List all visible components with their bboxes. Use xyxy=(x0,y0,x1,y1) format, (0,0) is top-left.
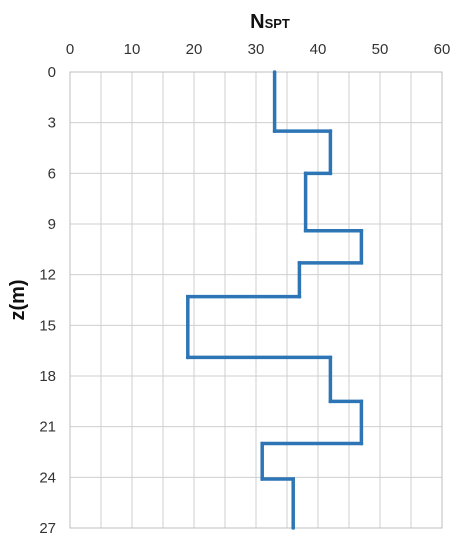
y-tick-label: 24 xyxy=(39,469,56,486)
y-tick-label: 6 xyxy=(48,165,56,182)
series-line xyxy=(186,72,364,528)
data-point xyxy=(291,526,296,530)
x-tick-label: 0 xyxy=(66,41,74,58)
x-tick-labels: 0 10 20 30 40 50 60 xyxy=(66,41,451,58)
data-point xyxy=(303,171,308,176)
x-tick-label: 50 xyxy=(372,41,389,58)
y-tick-label: 9 xyxy=(48,216,56,233)
data-point xyxy=(272,129,277,133)
y-tick-label: 18 xyxy=(39,368,56,385)
x-axis-title-subscript: SPT xyxy=(265,16,290,31)
data-point xyxy=(359,399,364,404)
data-point xyxy=(359,441,364,446)
data-point xyxy=(303,228,308,233)
y-tick-labels: 0 3 6 9 12 15 18 21 24 27 xyxy=(39,64,56,537)
data-point xyxy=(260,477,265,481)
data-point xyxy=(272,70,277,74)
data-point xyxy=(328,399,333,404)
y-tick-label: 12 xyxy=(39,267,56,284)
data-point xyxy=(328,129,333,133)
x-axis-title-main: N xyxy=(250,11,264,33)
data-point xyxy=(186,294,190,299)
y-tick-label: 0 xyxy=(48,64,56,81)
data-point xyxy=(260,441,265,446)
y-axis-title: z(m) xyxy=(7,279,29,320)
x-tick-label: 40 xyxy=(310,41,327,58)
data-point xyxy=(297,294,302,299)
x-tick-label: 10 xyxy=(124,41,141,58)
y-tick-label: 21 xyxy=(39,419,56,436)
y-tick-label: 27 xyxy=(39,520,56,537)
series xyxy=(186,70,364,530)
data-point xyxy=(328,355,333,360)
x-tick-label: 60 xyxy=(434,41,451,58)
data-point xyxy=(359,228,364,233)
y-tick-label: 3 xyxy=(48,115,56,132)
data-point xyxy=(328,171,333,176)
x-axis-title: NSPT xyxy=(250,11,290,33)
data-point xyxy=(291,477,296,481)
plot-frame xyxy=(69,71,443,529)
data-point xyxy=(297,261,302,265)
x-tick-label: 20 xyxy=(186,41,203,58)
x-tick-label: 30 xyxy=(248,41,265,58)
y-tick-label: 15 xyxy=(39,317,56,334)
data-point xyxy=(359,261,364,265)
data-point xyxy=(186,355,190,360)
grid xyxy=(69,71,443,529)
